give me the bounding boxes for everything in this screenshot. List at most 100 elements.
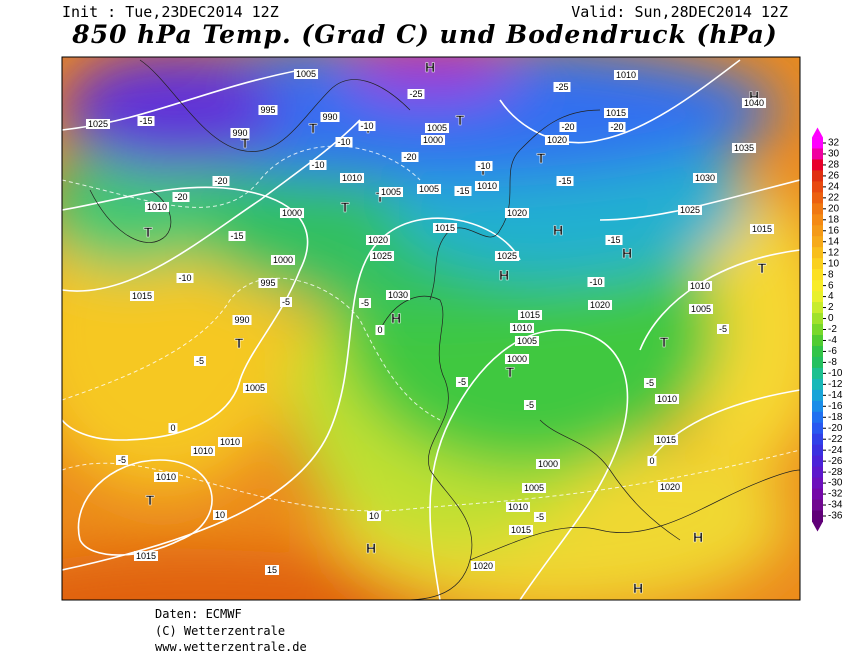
isotherm-label-box xyxy=(193,356,207,366)
isobar-label-box xyxy=(677,205,703,215)
colorbar-tick-label: -20 xyxy=(828,423,843,434)
isobar-label-box xyxy=(741,98,767,108)
isobar-label-box xyxy=(687,281,713,291)
isotherm-label-box xyxy=(115,455,129,465)
isobar-label: 1000 xyxy=(538,459,558,469)
website: www.wetterzentrale.de xyxy=(155,640,307,654)
isotherm-label: 0 xyxy=(377,325,382,335)
isotherm-label-box xyxy=(643,378,657,388)
isobar-label: 1010 xyxy=(690,281,710,291)
isobars xyxy=(62,59,800,600)
isobar-label: 1005 xyxy=(427,123,447,133)
isobar-label-box xyxy=(613,70,639,80)
isotherm-label: -5 xyxy=(526,400,534,410)
isobar-label-box xyxy=(365,235,391,245)
colorbar-swatch xyxy=(812,345,823,358)
isotherms xyxy=(62,145,800,512)
isobar-label: 1005 xyxy=(517,336,537,346)
isotherm-label-box xyxy=(523,400,537,410)
isobar-label: 1015 xyxy=(136,551,156,561)
colorbar-tick-label: 22 xyxy=(828,192,840,203)
isotherm-label-box xyxy=(647,456,657,466)
isotherm-label-box xyxy=(475,161,493,171)
isobar-label: 1020 xyxy=(590,300,610,310)
isobar-label: 1020 xyxy=(473,561,493,571)
isobar-label-box xyxy=(731,143,757,153)
isotherm-label: -20 xyxy=(561,122,574,132)
isotherm-label: -25 xyxy=(555,82,568,92)
isotherm-label: -5 xyxy=(196,356,204,366)
colorbar-tick-label: -8 xyxy=(828,357,837,368)
colorbar-tick-label: -26 xyxy=(828,456,843,467)
pressure-center: T xyxy=(537,150,546,166)
colorbar-tick-label: 16 xyxy=(828,225,840,236)
isotherm-label: -5 xyxy=(458,377,466,387)
colorbar-tick-label: 0 xyxy=(828,313,834,324)
colorbar-tick-label: -32 xyxy=(828,489,843,500)
isobar-label-box xyxy=(133,551,159,561)
colorbar-swatch xyxy=(812,302,823,314)
isotherm-label-box xyxy=(716,324,730,334)
colorbar-swatch xyxy=(812,400,823,413)
pressure-center: H xyxy=(749,88,759,104)
isotherm-label-box xyxy=(407,89,425,99)
isotherm-label: 15 xyxy=(267,565,277,575)
colorbar-tick-label: -6 xyxy=(828,346,837,357)
colorbar-swatch xyxy=(812,313,823,325)
colorbar-swatch xyxy=(812,367,823,380)
isotherm-label-box xyxy=(553,82,571,92)
isotherm-label-box xyxy=(335,137,353,147)
map-title: 850 hPa Temp. (Grad C) und Bodendruck (h… xyxy=(72,20,778,49)
colorbar-cap xyxy=(812,521,823,532)
isobar-label: 1030 xyxy=(695,173,715,183)
isobar-label: 1005 xyxy=(245,383,265,393)
isotherm-label: 10 xyxy=(215,510,225,520)
isotherm-label: -5 xyxy=(646,378,654,388)
isobar-label: 1000 xyxy=(423,135,443,145)
isobar-label-box xyxy=(517,310,543,320)
colorbar-tick-label: -34 xyxy=(828,500,843,511)
colorbar-swatch xyxy=(812,378,823,391)
colorbar-tick-label: -2 xyxy=(828,324,837,335)
colorbar-cap xyxy=(812,127,823,138)
isobar-label-box xyxy=(504,208,530,218)
isobar-label-box xyxy=(521,483,547,493)
isobar-label-box xyxy=(242,383,268,393)
isotherm-label-box xyxy=(454,186,472,196)
isobar-label-box xyxy=(279,208,305,218)
colorbar-swatch xyxy=(812,334,823,347)
isotherm-label: -5 xyxy=(536,512,544,522)
isobar-label-box xyxy=(749,224,775,234)
colorbar-tick-label: 28 xyxy=(828,160,840,171)
isobar-label: 1025 xyxy=(680,205,700,215)
colorbar-swatch xyxy=(812,269,823,281)
isobar-label-box xyxy=(385,290,411,300)
colorbar-tick-label: 18 xyxy=(828,214,840,225)
colorbar-swatch xyxy=(812,499,823,512)
valid-time: Valid: Sun,28DEC2014 12Z xyxy=(571,3,788,21)
isotherm-label: -20 xyxy=(610,122,623,132)
temperature-field xyxy=(62,57,800,600)
isobar-label-box xyxy=(432,223,458,233)
isobar-label: 1020 xyxy=(660,482,680,492)
isobar-label-box xyxy=(603,108,629,118)
isotherm-label-box xyxy=(366,511,382,521)
isotherm-label-box xyxy=(533,512,547,522)
colorbar-tick-label: 10 xyxy=(828,258,840,269)
colorbar-swatch xyxy=(812,214,823,226)
isotherm-label-box xyxy=(264,565,280,575)
isobar-label-box xyxy=(587,300,613,310)
isotherm-label-box xyxy=(605,235,623,245)
isobar-label-box xyxy=(688,304,714,314)
isobar-label-box xyxy=(544,135,570,145)
isobar-label: 1010 xyxy=(508,502,528,512)
isotherm-label-box xyxy=(375,325,385,335)
isotherm-label-box xyxy=(608,122,626,132)
isotherm-label-box xyxy=(176,273,194,283)
isobar-label: 1015 xyxy=(606,108,626,118)
colorbar-tick-label: -24 xyxy=(828,445,843,456)
colorbar-tick-label: 8 xyxy=(828,269,834,280)
colorbar-swatch xyxy=(812,291,823,303)
isobar-label-box xyxy=(470,561,496,571)
isobar-label: 1010 xyxy=(220,437,240,447)
